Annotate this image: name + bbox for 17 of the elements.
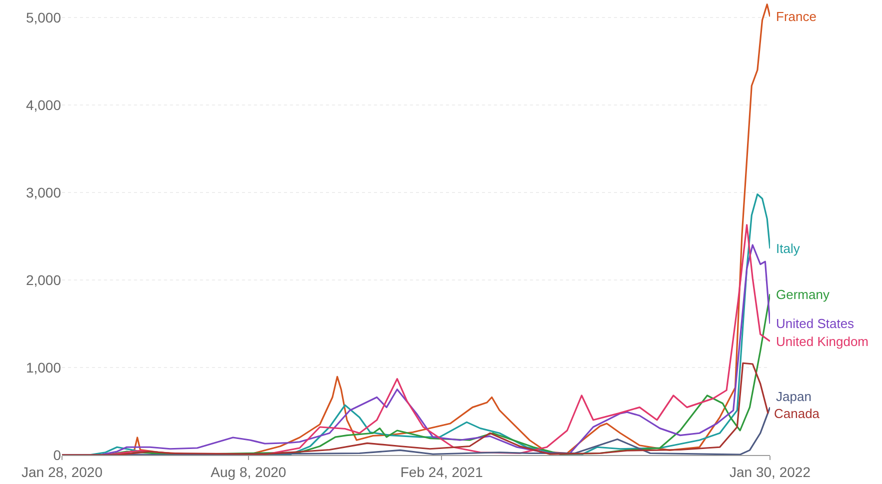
x-tick-label: Aug 8, 2020 (210, 464, 286, 480)
series-label: United Kingdom (776, 334, 868, 349)
series-label: Japan (776, 389, 812, 404)
series-label: Italy (776, 241, 800, 256)
series-label: Germany (776, 287, 830, 302)
x-tick-label: Jan 28, 2020 (22, 464, 103, 480)
x-tick-label: Feb 24, 2021 (400, 464, 484, 480)
y-tick-label: 2,000 (26, 272, 62, 288)
series-label: Canada (774, 406, 820, 421)
y-tick-label: 4,000 (26, 96, 62, 113)
x-tick-label: Jan 30, 2022 (730, 464, 811, 480)
y-tick-label: 5,000 (26, 9, 62, 26)
y-tick-label: 1,000 (26, 359, 62, 376)
series-label: France (776, 9, 816, 24)
y-tick-label: 3,000 (26, 184, 62, 200)
y-tick-label: 0 (53, 446, 62, 463)
series-label: United States (776, 316, 855, 331)
